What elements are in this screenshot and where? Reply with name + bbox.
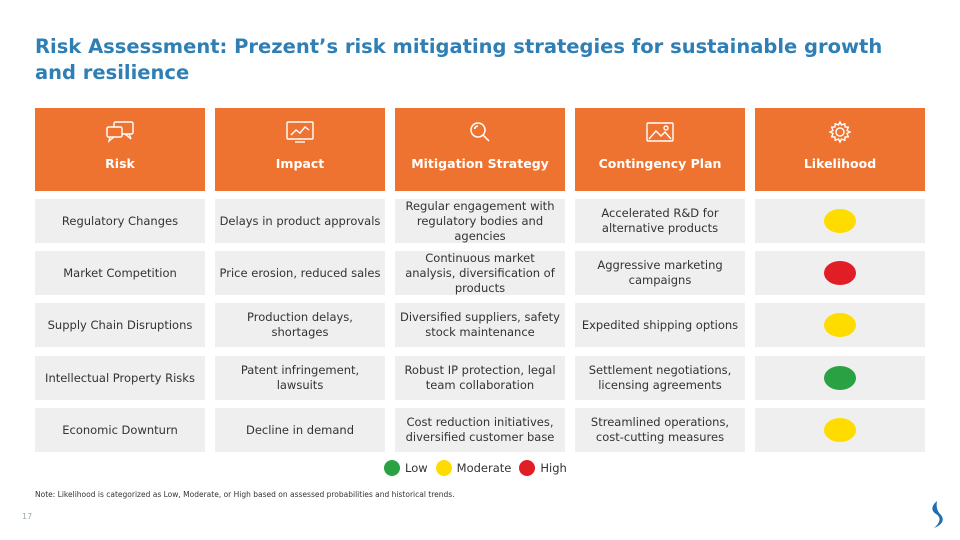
impact-text: Decline in demand — [245, 422, 354, 437]
risk-text: Market Competition — [63, 265, 177, 280]
contingency-text: Aggressive marketing campaigns — [597, 258, 723, 287]
chat-bubbles-icon — [35, 120, 205, 144]
footnote: Note: Likelihood is categorized as Low, … — [35, 490, 455, 499]
likelihood-cell — [755, 251, 925, 295]
header-label: Contingency Plan — [598, 156, 722, 171]
image-landscape-icon — [575, 120, 745, 144]
header-impact: Impact — [215, 108, 385, 191]
legend-high: High — [519, 460, 567, 476]
mitigation-text: Diversified suppliers, safety stock main… — [400, 310, 560, 339]
contingency-cell: Streamlined operations, cost-cutting mea… — [575, 408, 745, 452]
contingency-cell: Accelerated R&D for alternative products — [575, 199, 745, 243]
brand-logo-icon — [928, 500, 946, 534]
risk-cell: Economic Downturn — [35, 408, 205, 452]
legend-moderate: Moderate — [435, 460, 512, 476]
header-risk: Risk — [35, 108, 205, 191]
likelihood-cell — [755, 303, 925, 347]
mitigation-text: Continuous market analysis, diversificat… — [405, 250, 555, 295]
page-number: 17 — [22, 512, 33, 521]
impact-cell: Patent infringement, lawsuits — [215, 356, 385, 400]
likelihood-high-indicator — [824, 261, 856, 285]
contingency-text: Streamlined operations, cost-cutting mea… — [590, 415, 730, 444]
likelihood-cell — [755, 199, 925, 243]
risk-text: Intellectual Property Risks — [45, 370, 195, 385]
mitigation-cell: Regular engagement with regulatory bodie… — [395, 199, 565, 243]
header-likelihood: Likelihood — [755, 108, 925, 191]
legend-label: Low — [405, 461, 428, 475]
risk-cell: Supply Chain Disruptions — [35, 303, 205, 347]
header-contingency: Contingency Plan — [575, 108, 745, 191]
risk-cell: Market Competition — [35, 251, 205, 295]
header-label: Impact — [275, 156, 325, 171]
magnifier-icon — [395, 120, 565, 144]
likelihood-moderate-indicator — [824, 313, 856, 337]
header-mitigation: Mitigation Strategy — [395, 108, 565, 191]
impact-cell: Delays in product approvals — [215, 199, 385, 243]
yellow-dot-icon — [435, 460, 452, 476]
likelihood-cell — [755, 356, 925, 400]
mitigation-text: Regular engagement with regulatory bodie… — [405, 198, 555, 243]
page-title: Risk Assessment: Prezent’s risk mitigati… — [35, 35, 883, 84]
legend-label: High — [540, 461, 567, 475]
risk-text: Regulatory Changes — [61, 213, 179, 228]
contingency-cell: Expedited shipping options — [575, 303, 745, 347]
risk-text: Supply Chain Disruptions — [47, 317, 193, 332]
impact-text: Production delays, shortages — [247, 310, 353, 339]
mitigation-cell: Robust IP protection, legal team collabo… — [395, 356, 565, 400]
mitigation-text: Cost reduction initiatives, diversified … — [405, 415, 555, 444]
mitigation-text: Robust IP protection, legal team collabo… — [404, 363, 556, 392]
likelihood-moderate-indicator — [824, 209, 856, 233]
header-label: Likelihood — [803, 156, 877, 171]
likelihood-cell — [755, 408, 925, 452]
impact-text: Delays in product approvals — [219, 213, 381, 228]
green-dot-icon — [384, 460, 400, 476]
contingency-cell: Aggressive marketing campaigns — [575, 251, 745, 295]
mitigation-cell: Continuous market analysis, diversificat… — [395, 251, 565, 295]
header-label: Risk — [105, 156, 135, 171]
gear-icon — [755, 120, 925, 144]
risk-cell: Regulatory Changes — [35, 199, 205, 243]
contingency-text: Settlement negotiations, licensing agree… — [588, 363, 732, 392]
legend-low: Low — [384, 460, 428, 476]
legend-label: Moderate — [456, 461, 512, 475]
mitigation-cell: Cost reduction initiatives, diversified … — [395, 408, 565, 452]
impact-text: Price erosion, reduced sales — [219, 265, 381, 280]
impact-cell: Production delays, shortages — [215, 303, 385, 347]
impact-text: Patent infringement, lawsuits — [240, 363, 360, 392]
likelihood-legend: Low Moderate High — [384, 459, 575, 477]
risk-text: Economic Downturn — [62, 422, 178, 437]
contingency-text: Accelerated R&D for alternative products — [601, 206, 719, 235]
red-dot-icon — [519, 460, 536, 476]
likelihood-low-indicator — [824, 366, 856, 390]
contingency-cell: Settlement negotiations, licensing agree… — [575, 356, 745, 400]
contingency-text: Expedited shipping options — [581, 317, 739, 332]
trend-chart-icon — [215, 120, 385, 144]
impact-cell: Price erosion, reduced sales — [215, 251, 385, 295]
risk-cell: Intellectual Property Risks — [35, 356, 205, 400]
mitigation-cell: Diversified suppliers, safety stock main… — [395, 303, 565, 347]
header-label: Mitigation Strategy — [411, 156, 549, 171]
impact-cell: Decline in demand — [215, 408, 385, 452]
likelihood-moderate-indicator — [824, 418, 856, 442]
